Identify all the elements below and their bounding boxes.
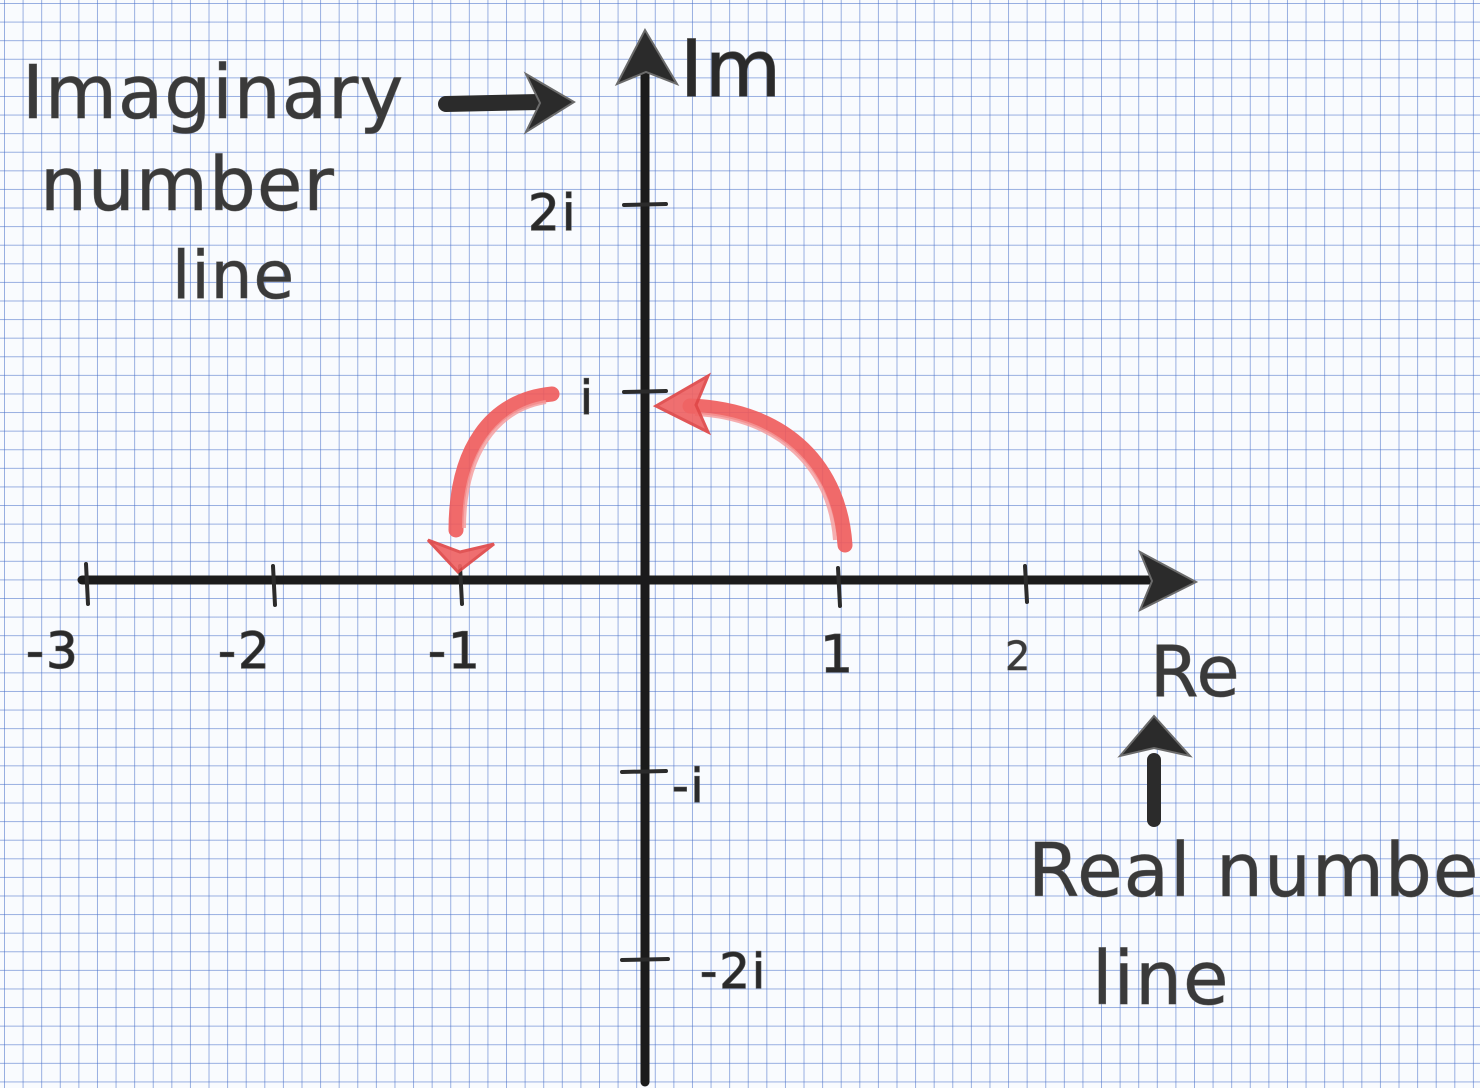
tick-label-2: 2 [1005,634,1031,680]
tick-real-neg2 [271,564,277,607]
tick-imag-2i [622,202,668,207]
imaginary-note-line-1: Imaginary [22,50,404,136]
tick-imag-i [622,389,668,394]
tick-imag-neg-i [620,769,668,774]
tick-label-1: 1 [820,625,855,685]
tick-real-neg3 [84,562,90,606]
right-arrow-icon [438,71,576,135]
tick-real-1 [836,566,842,608]
real-number-line-note: Real number line [1028,714,1480,1022]
tick-label-i: i [580,371,595,425]
rotation-arrowhead-to-i [652,372,712,436]
imag-tick-group [620,202,670,962]
rotation-arrowhead-to-neg1 [426,538,495,575]
real-axis-arrowhead [1138,549,1199,613]
real-axis [77,549,1199,613]
real-tick-labels: -3 -2 -1 1 2 [25,621,1031,685]
imaginary-axis [614,27,680,1087]
imaginary-note-line-3: line [172,237,295,314]
re-axis-label: Re [1150,631,1241,713]
tick-label-neg-i: -i [672,759,705,813]
up-arrow-icon [1117,714,1193,827]
real-tick-group [84,562,1029,608]
tick-label-neg3: -3 [26,622,80,680]
tick-label-2i: 2i [528,184,578,242]
im-axis-label: Im [680,25,783,115]
imaginary-axis-arrowhead [614,27,680,86]
real-note-line-2: line [1092,936,1230,1022]
imaginary-number-line-note: Imaginary number line [22,50,576,314]
tick-label-neg1: -1 [428,622,482,680]
tick-real-neg1 [458,564,464,606]
tick-label-neg-2i: -2i [700,944,767,1000]
rotation-arc-left [448,386,560,538]
rotation-arc-right [682,398,853,553]
tick-real-2 [1023,564,1029,604]
rotation-arrows [426,372,853,575]
real-note-line-1: Real number [1028,828,1480,914]
tick-imag-neg-2i [620,957,670,962]
imaginary-note-line-2: number [40,142,335,228]
tick-label-neg2: -2 [218,622,272,680]
imag-tick-labels: 2i i -i -2i [527,183,767,1000]
